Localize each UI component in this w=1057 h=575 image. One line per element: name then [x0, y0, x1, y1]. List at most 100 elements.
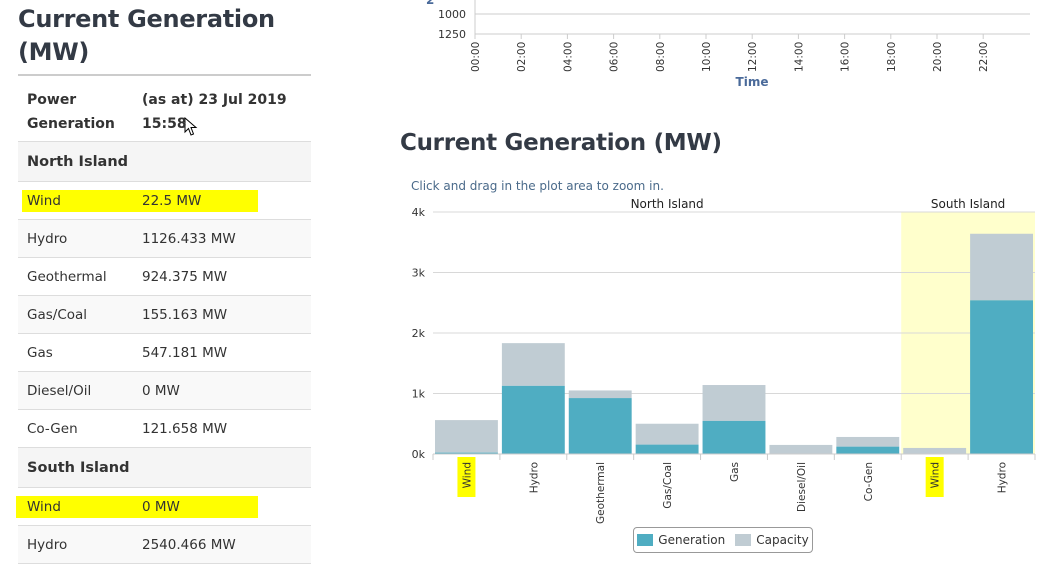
x-tick-label: 16:00: [840, 42, 852, 72]
x-axis-title: Time: [736, 75, 769, 89]
chart-legend: Generation Capacity: [633, 527, 813, 553]
row-value: 547.181 MW: [142, 344, 228, 361]
mouse-cursor-icon: [184, 117, 198, 136]
header-timestamp: (as at) 23 Jul 2019 15:58: [142, 92, 287, 132]
generation-table: Power Generation (as at) 23 Jul 2019 15:…: [16, 74, 311, 564]
page-title: Current Generation (MW): [18, 5, 275, 66]
x-tick-label: 06:00: [609, 42, 621, 72]
legend-label-capacity: Capacity: [756, 533, 809, 547]
chart-title: Current Generation (MW): [400, 130, 722, 156]
legend-swatch-capacity: [735, 534, 752, 546]
x-tick-label: 12:00: [747, 42, 759, 72]
bar-capacity[interactable]: [501, 343, 565, 386]
x-tick-label: Diesel/Oil: [796, 462, 808, 512]
table-row: Wind 22.5 MW: [18, 182, 311, 220]
row-value: 155.163 MW: [142, 306, 228, 323]
x-tick-label: Hydro: [528, 462, 540, 493]
row-label: Co-Gen: [27, 420, 78, 437]
category-highlight: [457, 457, 476, 497]
table-header-row: Power Generation (as at) 23 Jul 2019 15:…: [18, 74, 311, 142]
row-label: Wind: [27, 192, 61, 209]
row-label: Gas/Coal: [27, 306, 88, 323]
row-value: 1126.433 MW: [142, 230, 236, 247]
x-tick-label: 20:00: [932, 42, 944, 72]
bar-capacity[interactable]: [568, 390, 632, 399]
row-label: Wind: [27, 498, 61, 515]
row-value: 924.375 MW: [142, 268, 228, 285]
row-highlight: [16, 496, 258, 518]
table-row: Gas 547.181 MW: [18, 334, 311, 372]
legend-item-generation[interactable]: Generation: [637, 533, 725, 547]
zoom-hint: Click and drag in the plot area to zoom …: [411, 179, 664, 193]
section-label: North Island: [27, 153, 129, 170]
y-tick-label: 4k: [412, 206, 426, 219]
bar-capacity[interactable]: [702, 385, 766, 421]
bar-generation[interactable]: [836, 446, 900, 454]
bar-generation[interactable]: [970, 300, 1033, 454]
row-label: Geothermal: [27, 268, 107, 285]
bar-capacity[interactable]: [836, 436, 900, 447]
x-tick-label: Gas: [729, 462, 741, 482]
x-tick-label: 18:00: [886, 42, 898, 72]
table-row: Gas/Coal 155.163 MW: [18, 296, 311, 334]
section-header: North Island: [18, 142, 311, 182]
legend-label-generation: Generation: [658, 533, 726, 547]
category-highlight: [925, 457, 944, 497]
band-label: North Island: [631, 197, 704, 211]
table-row: Hydro 1126.433 MW: [18, 220, 311, 258]
table-row: Geothermal 924.375 MW: [18, 258, 311, 296]
x-tick-label: 22:00: [978, 42, 990, 72]
x-tick-label: Co-Gen: [863, 462, 875, 501]
band-label: South Island: [931, 197, 1005, 211]
bar-capacity[interactable]: [970, 233, 1033, 301]
bar-generation[interactable]: [635, 444, 699, 454]
bar-capacity[interactable]: [903, 447, 967, 454]
x-tick-label: 08:00: [655, 42, 667, 72]
x-tick-label: 14:00: [793, 42, 805, 72]
section-label: South Island: [27, 459, 130, 476]
y-tick-label: 0k: [412, 448, 426, 461]
x-tick-label: Hydro: [997, 462, 1009, 493]
bar-generation[interactable]: [568, 398, 632, 454]
x-tick-label: 10:00: [701, 42, 713, 72]
y-tick-label: 1000: [438, 8, 466, 21]
x-tick-label: Wind: [461, 462, 473, 488]
x-tick-label: Geothermal: [595, 462, 607, 524]
legend-swatch-generation: [637, 534, 654, 546]
bar-generation[interactable]: [501, 385, 565, 454]
row-label: Gas: [27, 344, 53, 361]
row-value: 0 MW: [142, 382, 180, 399]
row-label: Diesel/Oil: [27, 382, 92, 399]
legend-item-capacity[interactable]: Capacity: [735, 533, 809, 547]
row-label: Hydro: [27, 536, 68, 553]
table-row: Hydro 2540.466 MW: [18, 526, 311, 564]
table-row: Co-Gen 121.658 MW: [18, 410, 311, 448]
bar-capacity[interactable]: [435, 420, 498, 453]
row-highlight: [22, 190, 258, 212]
table-row: Diesel/Oil 0 MW: [18, 372, 311, 410]
bar-generation[interactable]: [702, 420, 766, 454]
row-label: Hydro: [27, 230, 68, 247]
axis-label-fragment: 2: [426, 0, 434, 7]
x-tick-label: 02:00: [516, 42, 528, 72]
table-row: Wind 0 MW: [16, 488, 311, 526]
row-value: 0 MW: [142, 498, 180, 515]
y-tick-label: 3k: [412, 267, 426, 280]
row-value: 22.5 MW: [142, 192, 202, 209]
time-series-chart-fragment[interactable]: 2 1000 1250 00:00 02:00 04:00 06:00 08:00 10:00 1…: [400, 0, 1057, 95]
y-tick-label: 2k: [412, 327, 426, 340]
header-power-generation: Power Generation: [27, 92, 115, 132]
x-tick-label: Gas/Coal: [662, 462, 674, 509]
generation-bar-chart[interactable]: 0k 1k 2k 3k 4k North Island South Island Wind Hy…: [400, 195, 1057, 575]
y-tick-label: 1250: [438, 28, 466, 41]
x-tick-label: 00:00: [470, 42, 482, 72]
bar-capacity[interactable]: [769, 444, 833, 454]
row-value: 2540.466 MW: [142, 536, 236, 553]
bar-capacity[interactable]: [635, 423, 699, 445]
row-value: 121.658 MW: [142, 420, 228, 437]
x-tick-label: 04:00: [562, 42, 574, 72]
bar-generation[interactable]: [435, 452, 498, 454]
x-tick-label: Wind: [930, 462, 942, 488]
section-header: South Island: [18, 448, 311, 488]
y-tick-label: 1k: [412, 388, 426, 401]
